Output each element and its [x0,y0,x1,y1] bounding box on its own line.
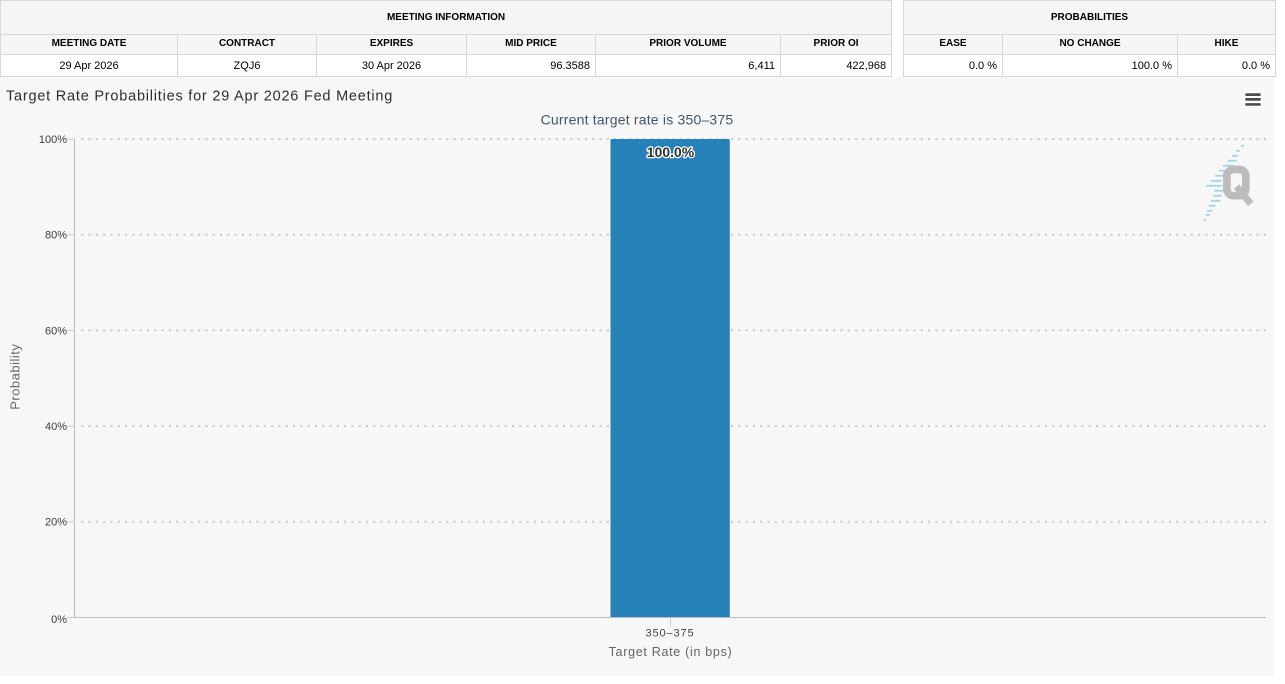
svg-text:Target Rate (in bps): Target Rate (in bps) [609,645,733,659]
svg-text:Probability: Probability [8,344,23,410]
svg-text:350–375: 350–375 [645,628,694,640]
svg-text:40%: 40% [45,421,67,433]
svg-text:Current target rate is 350–375: Current target rate is 350–375 [541,112,734,128]
svg-text:100%: 100% [39,134,67,146]
svg-text:0%: 0% [51,614,67,626]
svg-text:20%: 20% [45,517,67,529]
svg-text:80%: 80% [45,230,67,242]
svg-text:60%: 60% [45,325,67,337]
svg-text:100.0%: 100.0% [647,145,694,160]
svg-text:Target Rate Probabilities for: Target Rate Probabilities for 29 Apr 202… [6,89,393,105]
